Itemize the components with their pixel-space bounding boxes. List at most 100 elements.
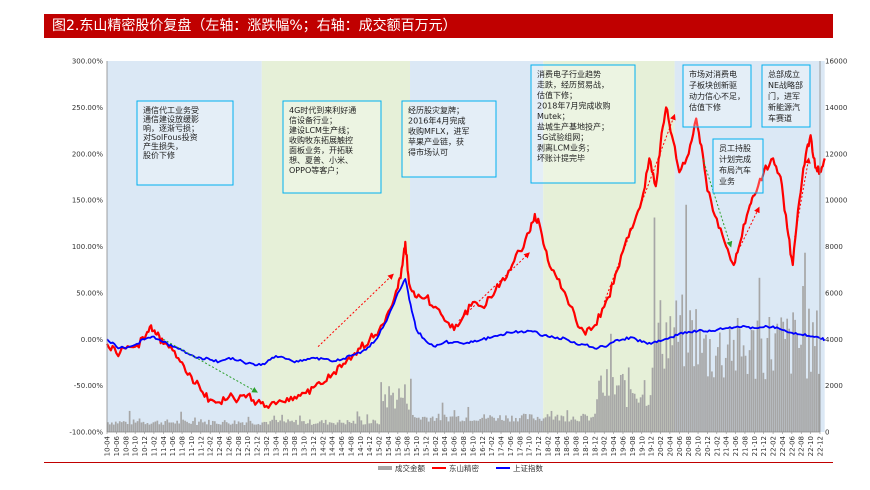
- volume-bars: [107, 204, 820, 432]
- volume-bar: [344, 424, 347, 432]
- volume-bar: [633, 393, 636, 432]
- x-tick-label: 21-06: [732, 435, 740, 456]
- volume-bar: [499, 415, 501, 432]
- left-tick-label: 200.00%: [72, 150, 103, 158]
- volume-bar: [750, 329, 753, 432]
- volume-bar: [621, 373, 624, 432]
- volume-bar: [800, 344, 802, 432]
- period-band: [410, 61, 544, 432]
- volume-bar: [722, 377, 725, 432]
- volume-bar: [780, 317, 783, 432]
- annotation-boxes: 通信代工业务受通信建设放缓影响，逐渐亏损；对SolFous投资产生损失，股价下修…: [136, 64, 811, 194]
- annotation-line: 车赛道: [768, 113, 792, 123]
- volume-bar: [455, 416, 458, 432]
- volume-bar: [592, 416, 594, 432]
- volume-bar: [423, 416, 426, 432]
- volume-bar: [362, 424, 365, 432]
- legend: 成交金额 东山精密 上证指数: [378, 463, 543, 473]
- volume-bar: [556, 414, 559, 432]
- left-tick-label: -100.00%: [69, 429, 103, 437]
- annotation-line: 得市场认可: [408, 147, 448, 157]
- volume-bar: [429, 417, 432, 432]
- volume-bar: [740, 356, 743, 432]
- legend-label: 成交金额: [395, 463, 425, 473]
- axes: -100.00% -50.00% 0.00% 50.00% 100.00% 150.00%…: [69, 58, 847, 457]
- x-tick-label: 12-10: [244, 436, 252, 456]
- volume-bar: [112, 424, 115, 432]
- annotation-line: 新能源汽: [768, 102, 800, 112]
- volume-bar: [142, 421, 145, 432]
- annotation-line: 经历股灾复牌；: [408, 105, 464, 115]
- left-tick-label: 100.00%: [72, 243, 103, 251]
- trend-arrow: [794, 157, 811, 238]
- volume-bar: [285, 422, 287, 432]
- annotation-line: 产生损失，: [143, 141, 183, 151]
- price-lines: [106, 106, 826, 409]
- annotation-line: 2018年7月完成收购: [537, 101, 610, 111]
- volume-bar: [663, 368, 666, 432]
- x-tick-label: 13-08: [291, 436, 299, 456]
- volume-bar: [726, 344, 729, 432]
- volume-bar: [225, 422, 228, 432]
- volume-bar: [245, 422, 248, 432]
- x-tick-label: 22-10: [807, 436, 815, 456]
- volume-bar: [770, 359, 773, 432]
- x-tick-label: 12-12: [254, 436, 262, 456]
- volume-bar: [772, 370, 775, 432]
- x-tick-label: 18-02: [544, 436, 552, 456]
- volume-bar: [124, 421, 127, 432]
- x-tick-label: 17-12: [535, 436, 543, 456]
- legend-swatch: [378, 466, 392, 470]
- volume-bar: [713, 377, 715, 432]
- trend-arrow: [317, 273, 394, 348]
- left-tick-label: 50.00%: [76, 289, 103, 297]
- x-tick-label: 20-06: [676, 435, 684, 456]
- volume-bar: [703, 338, 705, 432]
- volume-bar: [366, 414, 369, 432]
- volume-bar: [116, 423, 119, 432]
- volume-bar: [665, 322, 668, 432]
- volume-bar: [667, 358, 670, 432]
- volume-bar: [295, 419, 297, 432]
- volume-bar: [408, 409, 410, 432]
- volume-bar: [582, 413, 585, 432]
- volume-bar: [701, 352, 703, 432]
- volume-bar: [204, 421, 206, 432]
- annotation-line: 通信建设放缓影: [143, 114, 199, 124]
- bottom-rule: [44, 462, 833, 463]
- volume-bar: [580, 415, 583, 432]
- volume-bar: [760, 338, 763, 432]
- volume-bar: [427, 421, 430, 432]
- volume-bar: [614, 394, 616, 432]
- x-tick-label: 19-08: [629, 436, 637, 456]
- volume-bar: [641, 394, 644, 432]
- volume-bar: [332, 423, 335, 432]
- volume-bar: [536, 416, 539, 432]
- volume-bar: [687, 352, 689, 432]
- volume-bar: [412, 414, 414, 432]
- volume-bar: [574, 419, 577, 432]
- volume-bar: [516, 421, 519, 432]
- volume-bar: [808, 308, 810, 432]
- left-tick-label: 250.00%: [72, 104, 103, 112]
- volume-bar: [314, 423, 317, 432]
- x-tick-label: 17-02: [488, 436, 496, 456]
- volume-bar: [364, 424, 367, 432]
- volume-bar: [360, 420, 363, 432]
- volume-bar: [107, 422, 109, 432]
- volume-bar: [316, 423, 319, 432]
- volume-bar: [202, 422, 204, 432]
- volume-bar: [328, 422, 331, 432]
- annotation-box: [761, 64, 811, 128]
- x-tick-label: 19-02: [601, 436, 609, 456]
- volume-bar: [303, 421, 305, 432]
- annotation-line: 总部成立: [768, 69, 800, 79]
- x-tick-label: 21-08: [741, 436, 749, 456]
- trend-arrow: [458, 252, 530, 322]
- volume-bar: [229, 424, 232, 432]
- volume-bar: [437, 413, 440, 432]
- volume-bar: [742, 345, 745, 432]
- trend-arrow: [739, 206, 760, 247]
- volume-bar: [732, 339, 735, 432]
